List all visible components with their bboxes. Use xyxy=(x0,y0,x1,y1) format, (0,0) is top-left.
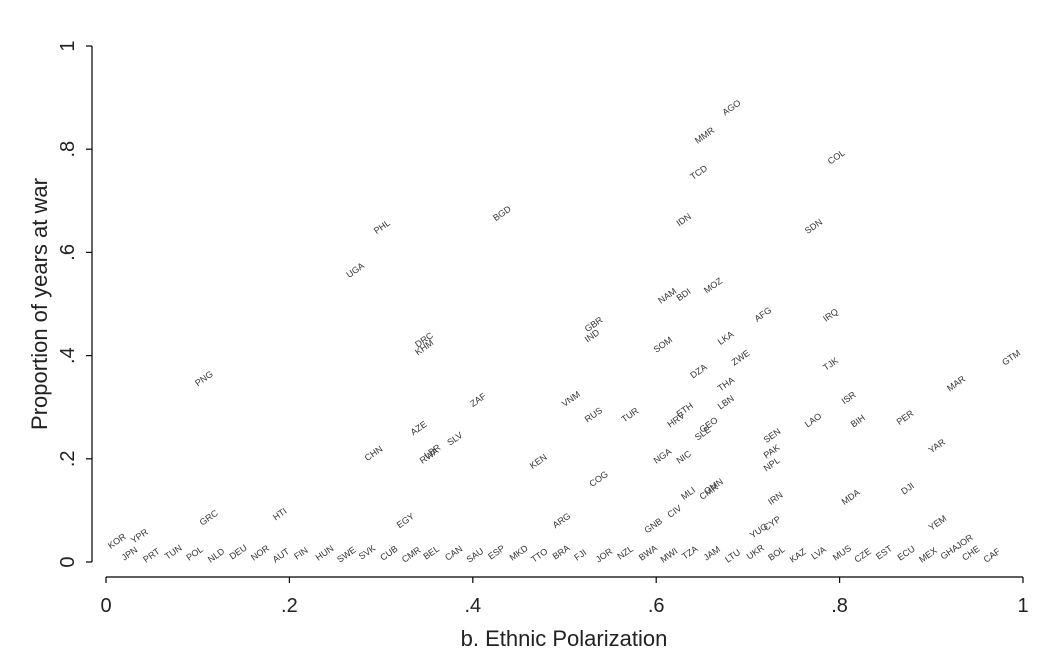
y-tick-label: .8 xyxy=(57,141,79,158)
y-tick-label: 1 xyxy=(57,40,79,51)
y-tick-label: .6 xyxy=(57,244,79,261)
axes xyxy=(91,46,1023,578)
x-tick-label: .4 xyxy=(464,595,481,617)
x-axis-title: b. Ethnic Polarization xyxy=(461,626,668,651)
y-tick-label: .4 xyxy=(57,347,79,364)
x-tick-label: .8 xyxy=(831,595,848,617)
y-axis-title: Proportion of years at war xyxy=(27,178,52,430)
x-ticks: 0 .2 .4 .6 .8 1 xyxy=(100,577,1029,617)
y-ticks: 0 .2 .4 .6 .8 1 xyxy=(57,40,92,568)
x-tick-label: 0 xyxy=(100,595,111,617)
y-tick-label: 0 xyxy=(57,556,79,567)
x-tick-label: .2 xyxy=(281,595,298,617)
y-tick-label: .2 xyxy=(57,450,79,467)
x-tick-label: 1 xyxy=(1017,595,1028,617)
x-tick-label: .6 xyxy=(648,595,665,617)
